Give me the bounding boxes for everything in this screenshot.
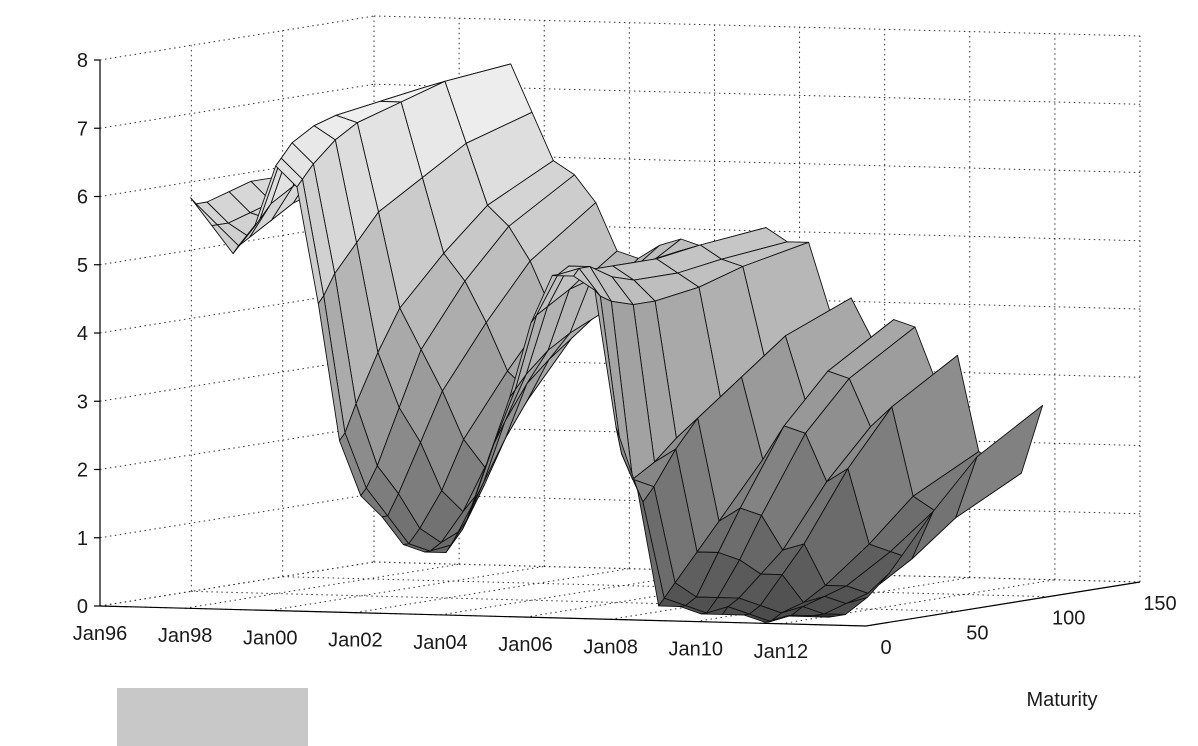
grid-line [99, 493, 375, 539]
grid-line [99, 425, 375, 470]
x-tick-label: Jan06 [498, 634, 553, 656]
grid-line [99, 561, 375, 607]
x-tick-label: Jan10 [669, 639, 724, 661]
z-tick-label: 1 [77, 528, 88, 550]
y-tick-label: 0 [880, 637, 891, 659]
surface-patch [807, 615, 835, 618]
x-tick-label: Jan08 [583, 636, 638, 658]
y-axis-line [865, 581, 1141, 627]
x-tick-label: Jan98 [158, 625, 213, 647]
grid-line [270, 565, 545, 611]
y-tick-label: 100 [1052, 608, 1085, 630]
x-tick-label: Jan96 [73, 623, 128, 645]
tick-labels: 0 1 2 3 4 5 6 7 8 Jan96 Jan98 Jan00 Jan02 Jan04 Jan06 J… [73, 50, 1177, 663]
grid-line [373, 15, 1141, 37]
z-tick-label: 2 [77, 460, 88, 482]
grid-line [99, 15, 375, 61]
x-axis-line [99, 605, 867, 627]
axis-lines [94, 59, 1141, 627]
grid-line [99, 83, 375, 129]
grid-line [355, 568, 630, 614]
z-tick-label: 3 [77, 391, 88, 413]
x-tick-label: Jan04 [413, 632, 468, 654]
surface-mesh [190, 63, 1044, 623]
z-tick-label: 8 [77, 50, 88, 72]
y-tick-label: 150 [1143, 593, 1176, 615]
x-tick-label: Jan02 [328, 630, 383, 652]
grid-line [185, 563, 460, 609]
y-axis-label: Maturity [1026, 689, 1097, 711]
y-tick-label: 50 [966, 622, 988, 644]
z-tick-label: 0 [77, 596, 88, 618]
z-tick-label: 7 [77, 118, 88, 140]
z-tick-label: 5 [77, 255, 88, 277]
z-tick-label: 6 [77, 187, 88, 209]
x-tick-label: Jan12 [754, 641, 809, 663]
z-tick-label: 4 [77, 323, 88, 345]
x-tick-label: Jan00 [243, 627, 298, 649]
grey-panel [117, 688, 308, 746]
